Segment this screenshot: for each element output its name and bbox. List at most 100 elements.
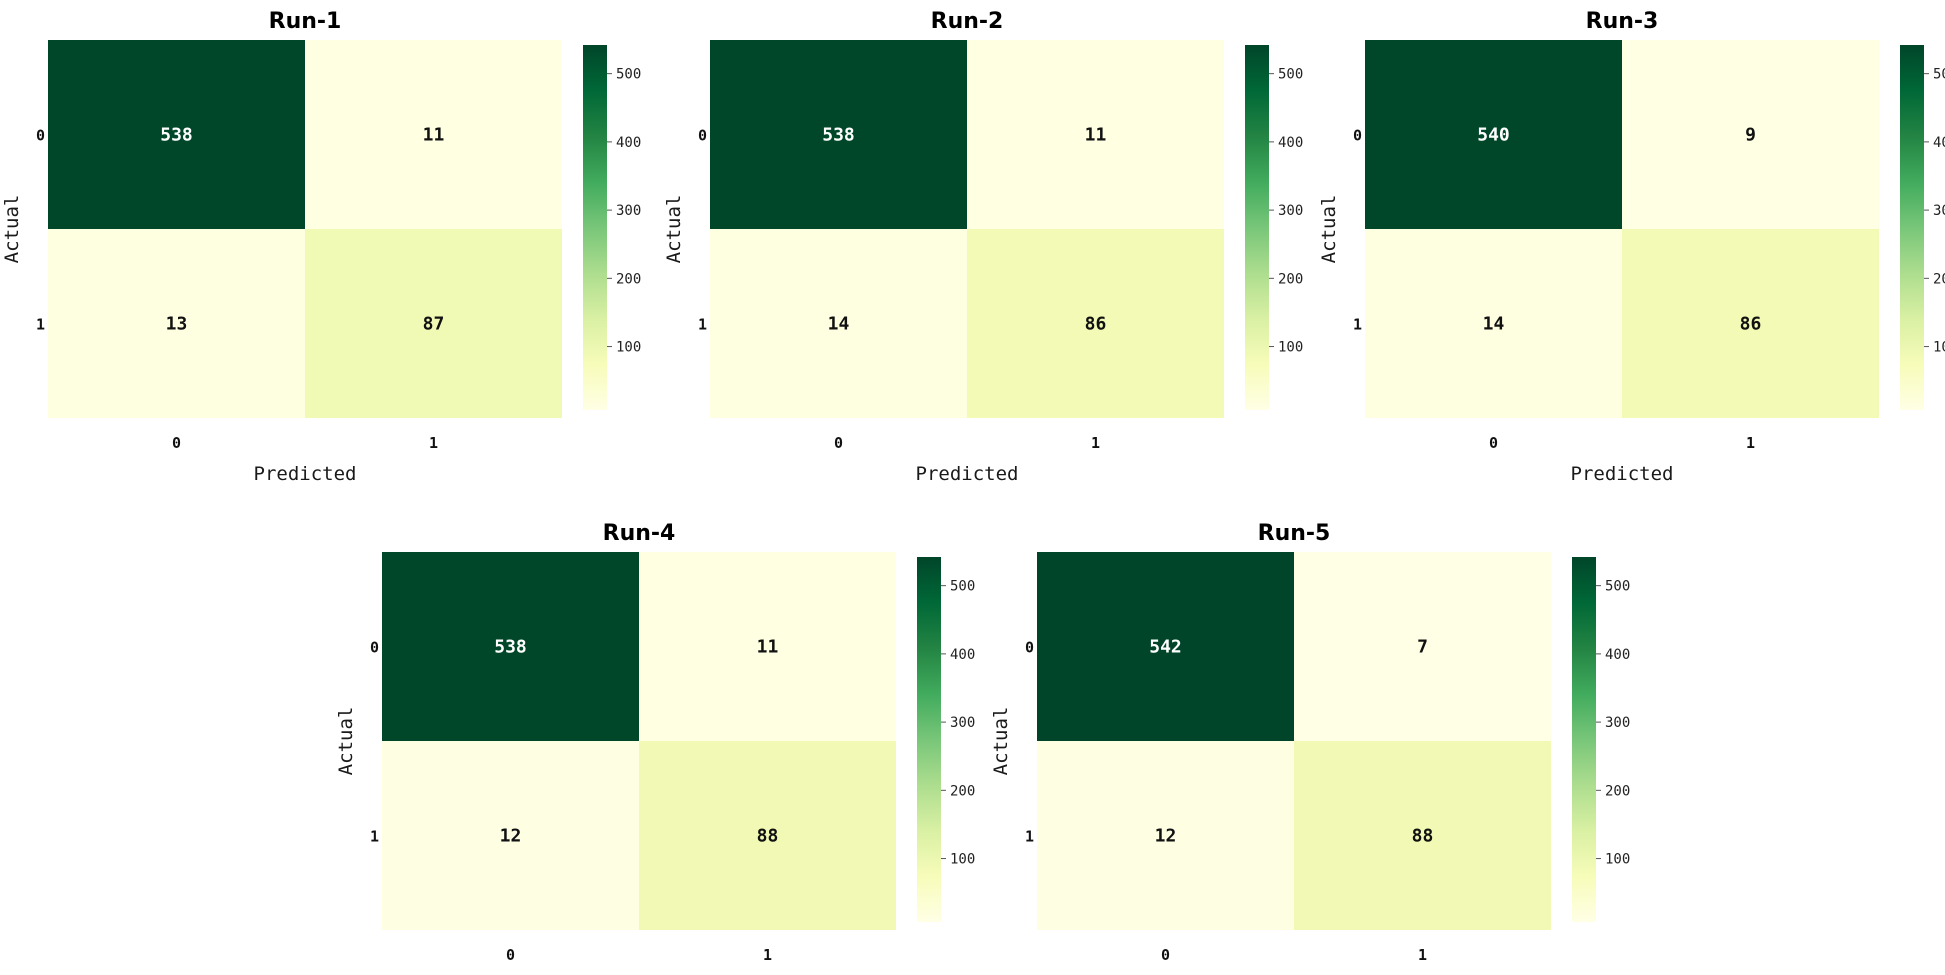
cell-value-label: 86 — [1085, 314, 1107, 335]
heatmap-cell — [1037, 552, 1294, 741]
cell-value-label: 11 — [1085, 125, 1107, 146]
panel-1: Run-1 538 11 13 87 0 1 0 1 Predicted Actual 100 200 3… — [1, 9, 641, 485]
y-axis-label: Actual — [1, 195, 23, 264]
colorbar-tick-label: 500 — [1933, 67, 1945, 83]
panel-2: Run-2 538 11 14 86 0 1 0 1 Predicted Actual 100 200 3… — [663, 9, 1303, 485]
heatmap-cell — [1365, 229, 1622, 418]
colorbar-tick-label: 300 — [1605, 715, 1630, 731]
cell-value-label: 88 — [757, 826, 779, 847]
x-tick-label: 1 — [1746, 434, 1755, 452]
y-tick-label: 0 — [36, 127, 45, 145]
heatmap-cell — [1294, 741, 1551, 930]
heatmap-cell — [639, 552, 896, 741]
colorbar-tick-label: 300 — [616, 203, 641, 219]
y-axis-label: Actual — [335, 707, 357, 776]
colorbar-tick-label: 200 — [950, 783, 975, 799]
y-tick-label: 0 — [370, 639, 379, 657]
y-tick-label: 1 — [36, 316, 45, 334]
colorbar-tick-label: 400 — [616, 135, 641, 151]
cell-value-label: 12 — [1155, 826, 1177, 847]
cell-value-label: 86 — [1740, 314, 1762, 335]
colorbar-tick-label: 200 — [1278, 271, 1303, 287]
cell-value-label: 12 — [500, 826, 522, 847]
x-tick-label: 0 — [1489, 434, 1498, 452]
heatmap-cell — [1037, 741, 1294, 930]
chart-title: Run-5 — [1258, 521, 1331, 546]
colorbar-tick-label: 100 — [1278, 340, 1303, 356]
colorbar-tick-label: 400 — [1278, 135, 1303, 151]
heatmap-cell — [710, 229, 967, 418]
x-tick-label: 0 — [834, 434, 843, 452]
colorbar-tick-label: 400 — [1605, 647, 1630, 663]
heatmap-cell — [1622, 40, 1879, 229]
heatmap-cell — [967, 229, 1224, 418]
cell-value-label: 538 — [822, 125, 855, 146]
colorbar-tick-label: 300 — [950, 715, 975, 731]
chart-title: Run-1 — [269, 9, 342, 34]
colorbar-tick-label: 100 — [1605, 852, 1630, 868]
cell-value-label: 7 — [1417, 637, 1428, 658]
x-tick-label: 0 — [1161, 946, 1170, 964]
cell-value-label: 88 — [1412, 826, 1434, 847]
heatmap-cell — [48, 229, 305, 418]
colorbar-tick-label: 400 — [950, 647, 975, 663]
cell-value-label: 11 — [423, 125, 445, 146]
colorbar-tick-label: 300 — [1278, 203, 1303, 219]
colorbar-tick-label: 500 — [950, 579, 975, 595]
heatmap-cell — [48, 40, 305, 229]
colorbar-tick-label: 400 — [1933, 135, 1945, 151]
y-tick-label: 0 — [1025, 639, 1034, 657]
heatmap-cell — [305, 40, 562, 229]
colorbar-tick-label: 500 — [616, 67, 641, 83]
cell-value-label: 87 — [423, 314, 445, 335]
colorbar-tick-label: 500 — [1278, 67, 1303, 83]
colorbar-tick-label: 500 — [1605, 579, 1630, 595]
y-axis-label: Actual — [1318, 195, 1340, 264]
x-tick-label: 1 — [429, 434, 438, 452]
heatmap-cell — [710, 40, 967, 229]
y-axis-label: Actual — [990, 707, 1012, 776]
cell-value-label: 542 — [1149, 637, 1182, 658]
panel-4: Run-45381112880101PredictedActual1002003… — [335, 521, 975, 964]
colorbar-tick-label: 200 — [616, 271, 641, 287]
heatmap-cell — [639, 741, 896, 930]
cell-value-label: 538 — [160, 125, 193, 146]
x-tick-label: 1 — [1091, 434, 1100, 452]
colorbar-tick-label: 300 — [1933, 203, 1945, 219]
cell-value-label: 11 — [757, 637, 779, 658]
x-axis-label: Predicted — [1571, 463, 1674, 485]
x-axis-label: Predicted — [916, 463, 1019, 485]
colorbar — [917, 557, 941, 922]
y-tick-label: 1 — [370, 828, 379, 846]
cell-value-label: 14 — [828, 314, 850, 335]
heatmap-cell — [1622, 229, 1879, 418]
colorbar-tick-label: 200 — [1933, 271, 1945, 287]
cell-value-label: 13 — [166, 314, 188, 335]
colorbar — [1572, 557, 1596, 922]
cell-value-label: 14 — [1483, 314, 1505, 335]
x-axis-label: Predicted — [254, 463, 357, 485]
heatmap-cell — [382, 741, 639, 930]
heatmap-cell — [1294, 552, 1551, 741]
colorbar — [583, 45, 607, 410]
cell-value-label: 538 — [494, 637, 527, 658]
x-tick-label: 1 — [1418, 946, 1427, 964]
x-tick-label: 0 — [506, 946, 515, 964]
colorbar-tick-label: 100 — [616, 340, 641, 356]
colorbar-tick-label: 100 — [1933, 340, 1945, 356]
colorbar — [1900, 45, 1924, 410]
y-tick-label: 0 — [1353, 127, 1362, 145]
colorbar — [1245, 45, 1269, 410]
chart-title: Run-3 — [1586, 9, 1659, 34]
panel-5: Run-5542712880101PredictedActual10020030… — [990, 521, 1630, 964]
chart-title: Run-4 — [603, 521, 676, 546]
colorbar-tick-label: 200 — [1605, 783, 1630, 799]
y-axis-label: Actual — [663, 195, 685, 264]
heatmap-cell — [1365, 40, 1622, 229]
y-tick-label: 1 — [1353, 316, 1362, 334]
x-tick-label: 1 — [763, 946, 772, 964]
y-tick-label: 1 — [698, 316, 707, 334]
x-tick-label: 0 — [172, 434, 181, 452]
colorbar-tick-label: 100 — [950, 852, 975, 868]
